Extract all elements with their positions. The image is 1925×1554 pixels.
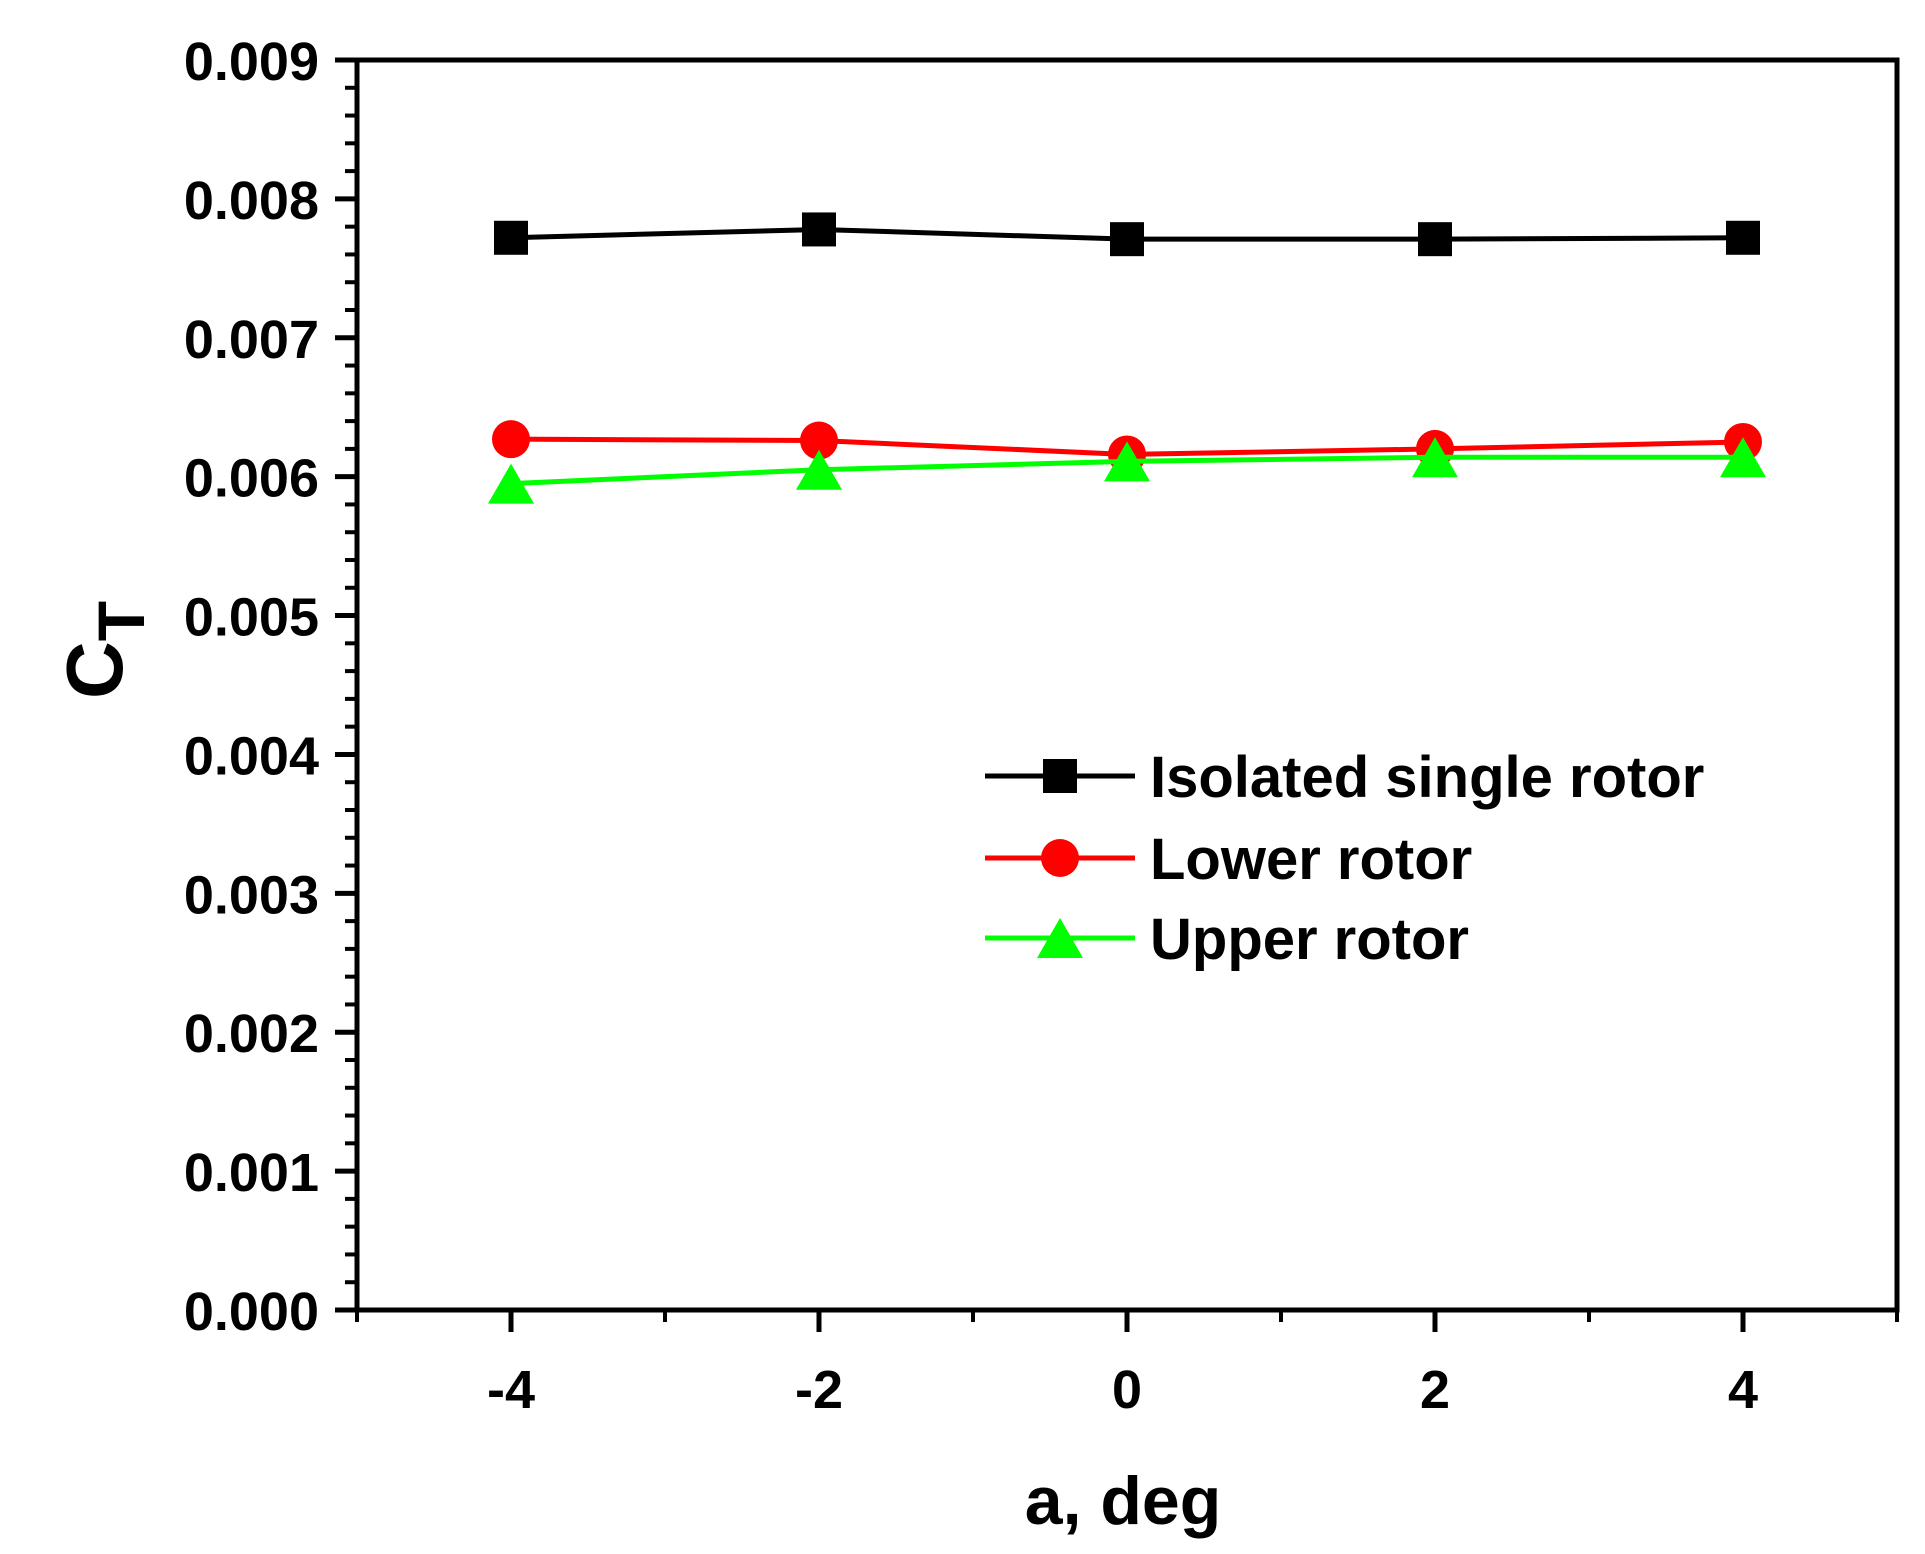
- data-point: [1418, 222, 1452, 257]
- legend-label: Isolated single rotor: [1150, 745, 1704, 810]
- data-point: [488, 463, 534, 504]
- x-tick-label: -4: [487, 1360, 535, 1420]
- x-axis-ticks: -4 -2 0 2 4: [355, 1310, 1899, 1420]
- y-tick-label: 0.007: [184, 310, 319, 370]
- y-tick-label: 0.004: [184, 726, 319, 786]
- legend-item: Upper rotor: [985, 907, 1469, 972]
- legend-item: Isolated single rotor: [985, 745, 1704, 810]
- legend-item: Lower rotor: [985, 827, 1472, 892]
- y-tick-label: 0.000: [184, 1282, 319, 1342]
- data-point: [802, 212, 836, 247]
- legend-marker: [1037, 918, 1083, 958]
- data-point: [494, 220, 528, 255]
- x-tick-label: -2: [795, 1360, 843, 1420]
- legend-marker: [1041, 839, 1079, 877]
- y-axis-label-subscript: T: [84, 601, 158, 641]
- y-axis-label-main: C: [50, 641, 139, 699]
- legend: Isolated single rotor Lower rotor Upper ro…: [985, 745, 1704, 972]
- data-point: [1412, 437, 1458, 478]
- x-tick-label: 4: [1728, 1360, 1758, 1420]
- plot-frame: [354, 57, 1900, 1313]
- legend-label: Upper rotor: [1150, 907, 1469, 972]
- y-tick-label: 0.002: [184, 1004, 319, 1064]
- data-point: [796, 449, 842, 490]
- x-tick-label: 0: [1112, 1360, 1142, 1420]
- data-point: [1104, 441, 1150, 482]
- legend-marker: [1043, 759, 1077, 793]
- data-point: [1720, 437, 1766, 478]
- y-tick-label: 0.009: [184, 32, 319, 92]
- y-axis-ticks: 0.000 0.001 0.002 0.003 0.004 0.005 0.006 0.007…: [184, 32, 357, 1342]
- series-layer: [488, 212, 1766, 504]
- y-tick-label: 0.003: [184, 865, 319, 925]
- x-tick-label: 2: [1420, 1360, 1450, 1420]
- data-point: [800, 421, 838, 460]
- y-axis-label: CT: [50, 601, 158, 699]
- series-square: [494, 212, 1760, 257]
- data-point: [492, 420, 530, 459]
- y-tick-label: 0.001: [184, 1143, 319, 1203]
- x-axis-label: a, deg: [1025, 1463, 1222, 1539]
- y-tick-label: 0.005: [184, 588, 319, 648]
- y-tick-label: 0.006: [184, 449, 319, 509]
- series-triangle: [488, 437, 1766, 504]
- legend-label: Lower rotor: [1150, 827, 1472, 892]
- y-tick-label: 0.008: [184, 171, 319, 231]
- data-point: [1726, 220, 1760, 255]
- data-point: [1110, 222, 1144, 257]
